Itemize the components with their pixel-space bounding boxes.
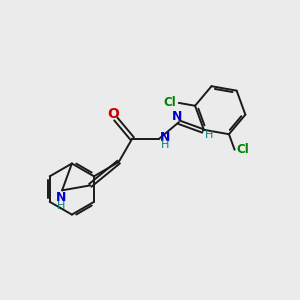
- Text: N: N: [172, 110, 182, 123]
- Text: H: H: [205, 130, 214, 140]
- Text: O: O: [107, 106, 119, 121]
- Text: N: N: [56, 191, 66, 204]
- Text: N: N: [160, 130, 170, 144]
- Text: Cl: Cl: [237, 143, 249, 156]
- Text: H: H: [56, 201, 65, 211]
- Text: Cl: Cl: [164, 96, 176, 110]
- Text: H: H: [160, 140, 169, 150]
